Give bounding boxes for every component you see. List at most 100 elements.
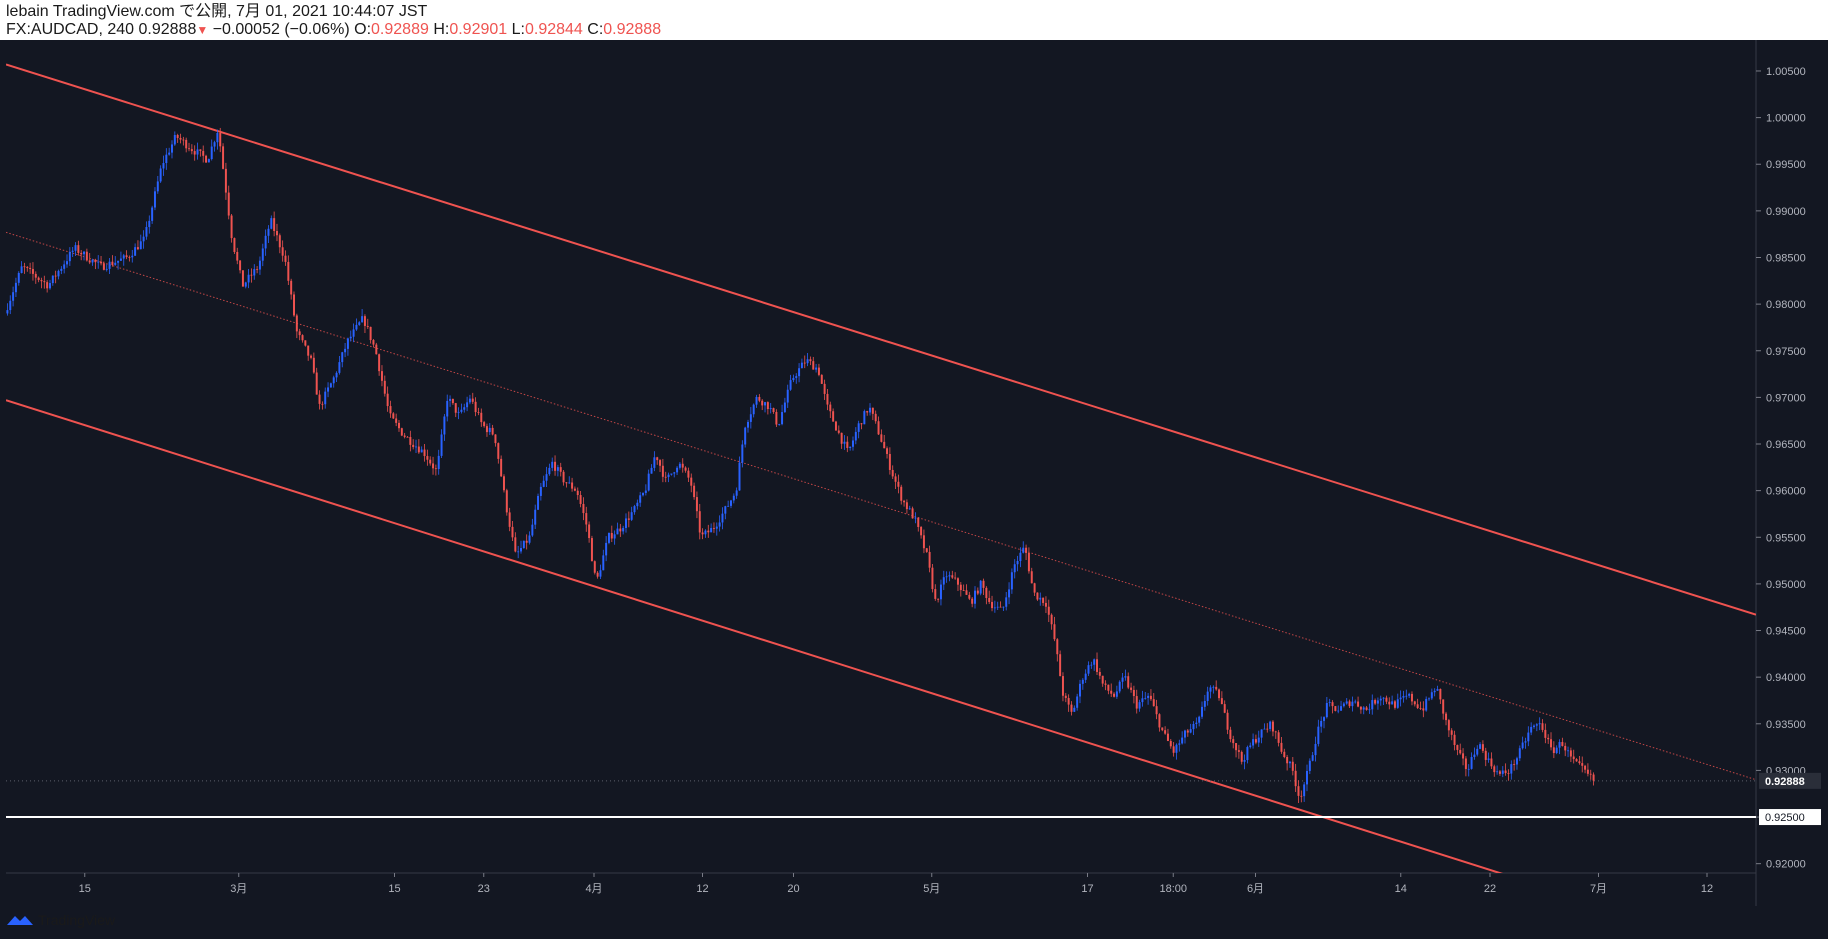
candle — [1518, 745, 1521, 762]
candle-body — [1391, 701, 1394, 705]
candle-body — [236, 251, 239, 261]
candle-body — [1269, 721, 1272, 729]
candle-body — [843, 441, 846, 444]
candle-body — [241, 270, 244, 287]
candle-body — [1005, 597, 1008, 607]
candle-body — [250, 274, 253, 276]
candle-body — [1399, 697, 1402, 700]
candle — [125, 250, 128, 260]
candle — [1317, 719, 1320, 747]
candle — [1422, 701, 1425, 718]
candle-body — [1166, 733, 1169, 741]
candle-body — [406, 436, 409, 438]
candle-body — [667, 474, 670, 478]
candle — [1005, 591, 1008, 611]
price-tick-label: 0.97000 — [1766, 392, 1806, 404]
candle — [1178, 739, 1181, 752]
candle — [122, 253, 125, 266]
candle-body — [991, 601, 994, 609]
candle-body — [417, 446, 420, 453]
candle — [1076, 693, 1079, 711]
candle — [108, 258, 111, 275]
candle-body — [690, 477, 693, 486]
close-value: 0.92888 — [603, 21, 662, 38]
candle — [281, 240, 284, 262]
candle — [1232, 735, 1235, 749]
candle — [23, 262, 26, 274]
candle — [474, 397, 477, 417]
candle — [1462, 748, 1465, 766]
candle — [593, 560, 596, 575]
candle-body — [363, 316, 366, 326]
candle — [1286, 754, 1289, 771]
candle-body — [687, 470, 690, 478]
candle-body — [366, 325, 369, 327]
candle — [434, 464, 437, 476]
candle-body — [153, 191, 156, 208]
candle — [182, 136, 185, 146]
candle — [1254, 734, 1257, 745]
candle-body — [826, 393, 829, 405]
candle-body — [1093, 659, 1096, 665]
candle — [369, 326, 372, 344]
candle-body — [239, 260, 242, 271]
candle-body — [852, 440, 854, 447]
candle — [931, 563, 934, 593]
candle-body — [117, 260, 120, 263]
candle-body — [468, 398, 471, 403]
candle — [837, 425, 840, 435]
candle — [735, 487, 738, 499]
price-tick-label: 0.98500 — [1766, 252, 1806, 264]
candle — [43, 275, 46, 289]
candle — [250, 268, 253, 283]
candle-body — [40, 279, 43, 282]
candle-body — [1547, 737, 1550, 740]
candle — [511, 521, 514, 542]
candle — [1147, 693, 1150, 705]
candle-body — [29, 267, 32, 269]
footer-brand[interactable]: TradingView — [6, 910, 115, 930]
candle-body — [602, 555, 605, 571]
down-arrow-icon: ▼ — [196, 23, 209, 37]
candle — [497, 442, 500, 464]
candle-body — [298, 331, 301, 336]
candle-body — [514, 537, 517, 552]
candle — [1342, 702, 1345, 708]
candle-body — [1345, 701, 1348, 704]
candle — [389, 400, 392, 418]
candle — [911, 506, 914, 519]
candle-body — [1212, 686, 1215, 688]
candle-body — [1107, 684, 1110, 691]
candle-body — [727, 505, 730, 507]
candle — [139, 234, 142, 250]
candle — [244, 281, 247, 289]
candle — [1036, 592, 1039, 601]
candle — [1130, 682, 1133, 693]
candle — [335, 371, 338, 383]
price-tick-label: 1.00000 — [1766, 113, 1806, 125]
candle — [860, 422, 863, 430]
candle — [905, 499, 908, 514]
candle-body — [1297, 786, 1300, 796]
candle-body — [610, 532, 613, 539]
candle-body — [1425, 698, 1428, 711]
candle-body — [88, 260, 91, 263]
time-tick-label: 20 — [787, 883, 799, 895]
candle-body — [534, 509, 537, 525]
candle-body — [295, 315, 298, 332]
candle — [806, 353, 809, 367]
candle-body — [48, 283, 51, 289]
candle — [1481, 740, 1484, 753]
candle-body — [764, 402, 767, 406]
candle — [196, 142, 199, 160]
candle — [1101, 675, 1104, 687]
candle — [1044, 596, 1047, 613]
candle — [1201, 701, 1203, 719]
candle — [897, 474, 900, 494]
candle — [596, 571, 599, 579]
candle-body — [596, 572, 599, 577]
candle — [542, 475, 545, 488]
candle — [117, 260, 120, 270]
candle-body — [783, 402, 786, 413]
